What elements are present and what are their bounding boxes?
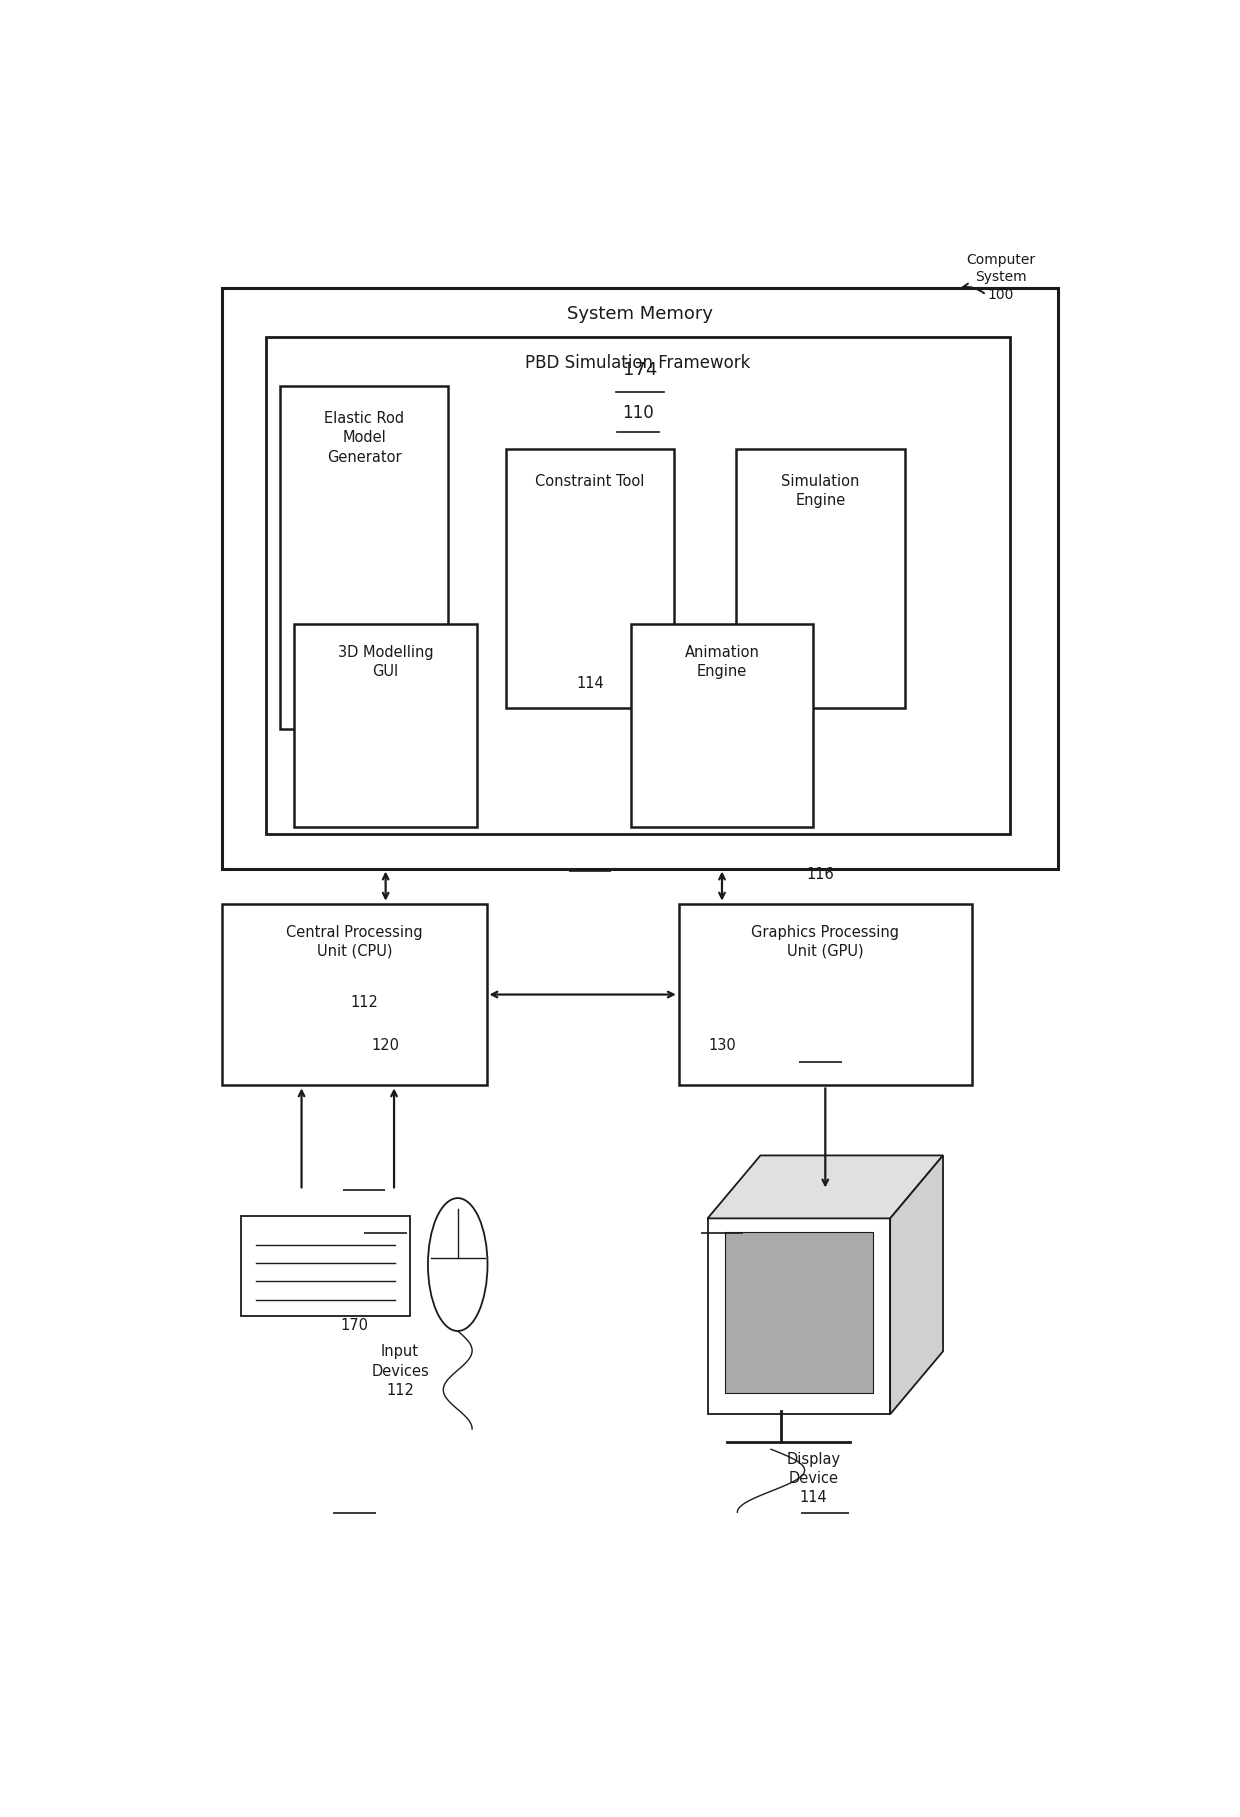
Text: Simulation
Engine: Simulation Engine xyxy=(781,474,859,509)
Text: 116: 116 xyxy=(806,867,835,883)
Text: 170: 170 xyxy=(341,1317,368,1332)
Text: 110: 110 xyxy=(622,403,653,422)
Bar xyxy=(280,385,448,729)
Text: Constraint Tool: Constraint Tool xyxy=(536,474,645,489)
Bar xyxy=(242,1216,409,1316)
Bar xyxy=(506,449,675,707)
Polygon shape xyxy=(890,1156,942,1414)
Text: Animation
Engine: Animation Engine xyxy=(684,645,759,680)
Text: 174: 174 xyxy=(624,362,657,378)
Text: PBD Simulation Framework: PBD Simulation Framework xyxy=(526,354,750,372)
Bar xyxy=(678,903,972,1085)
Text: Central Processing
Unit (CPU): Central Processing Unit (CPU) xyxy=(286,925,423,959)
Text: Elastic Rod
Model
Generator: Elastic Rod Model Generator xyxy=(324,411,404,465)
Text: 120: 120 xyxy=(372,1038,399,1052)
Bar xyxy=(222,903,486,1085)
Text: Graphics Processing
Unit (GPU): Graphics Processing Unit (GPU) xyxy=(751,925,899,959)
Bar xyxy=(222,287,1058,869)
Text: 130: 130 xyxy=(708,1038,735,1052)
Polygon shape xyxy=(708,1156,942,1219)
Bar xyxy=(265,336,1011,834)
Bar xyxy=(294,623,477,827)
Bar xyxy=(631,623,813,827)
Text: Display
Device
114: Display Device 114 xyxy=(786,1452,841,1506)
Bar xyxy=(737,449,905,707)
Polygon shape xyxy=(708,1219,890,1414)
Text: 114: 114 xyxy=(575,676,604,690)
Polygon shape xyxy=(725,1232,873,1394)
Text: Computer
System
100: Computer System 100 xyxy=(966,253,1035,302)
Ellipse shape xyxy=(428,1197,487,1332)
Text: System Memory: System Memory xyxy=(568,305,713,323)
Text: 112: 112 xyxy=(350,996,378,1010)
Text: Input
Devices
112: Input Devices 112 xyxy=(371,1345,429,1397)
Text: 172: 172 xyxy=(811,1317,839,1332)
Text: 3D Modelling
GUI: 3D Modelling GUI xyxy=(337,645,434,680)
